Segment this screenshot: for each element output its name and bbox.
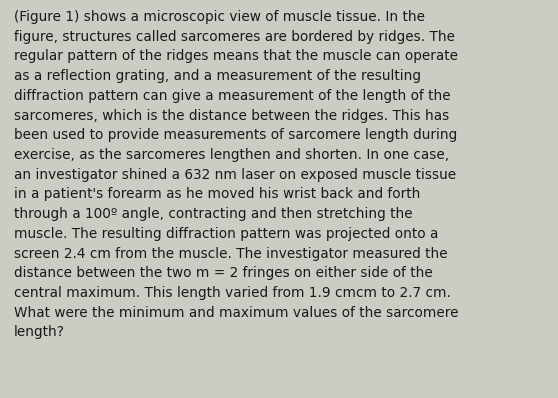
Text: (Figure 1) shows a microscopic view of muscle tissue. In the
figure, structures : (Figure 1) shows a microscopic view of m…	[14, 10, 459, 339]
